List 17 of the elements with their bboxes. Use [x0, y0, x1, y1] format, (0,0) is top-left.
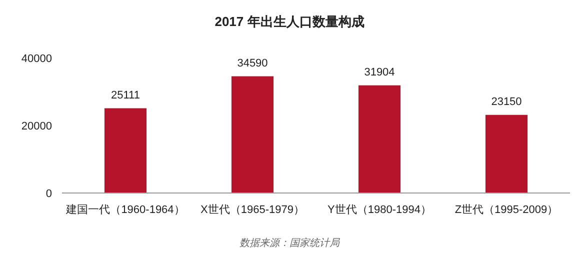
y-tick-label: 0 [46, 188, 52, 200]
bar [486, 114, 528, 193]
data-label: 31904 [364, 66, 395, 78]
x-tick-label: Z世代（1995-2009） [454, 203, 558, 216]
x-tick-label: X世代（1965-1979） [200, 203, 304, 216]
source-note: 数据来源：国家统计局 [240, 237, 340, 249]
bar [104, 108, 146, 193]
y-tick-label: 40000 [21, 53, 52, 65]
chart-title: 2017 年出生人口数量构成 [214, 14, 364, 29]
x-tick-label: Y世代（1980-1994） [328, 203, 432, 216]
data-label: 25111 [111, 89, 140, 102]
data-label: 34590 [237, 57, 268, 70]
bar [232, 76, 274, 193]
bar [358, 85, 400, 193]
data-label: 23150 [491, 96, 522, 108]
x-tick-label: 建国一代（1960-1964） [65, 203, 185, 216]
y-tick-label: 20000 [21, 120, 52, 132]
